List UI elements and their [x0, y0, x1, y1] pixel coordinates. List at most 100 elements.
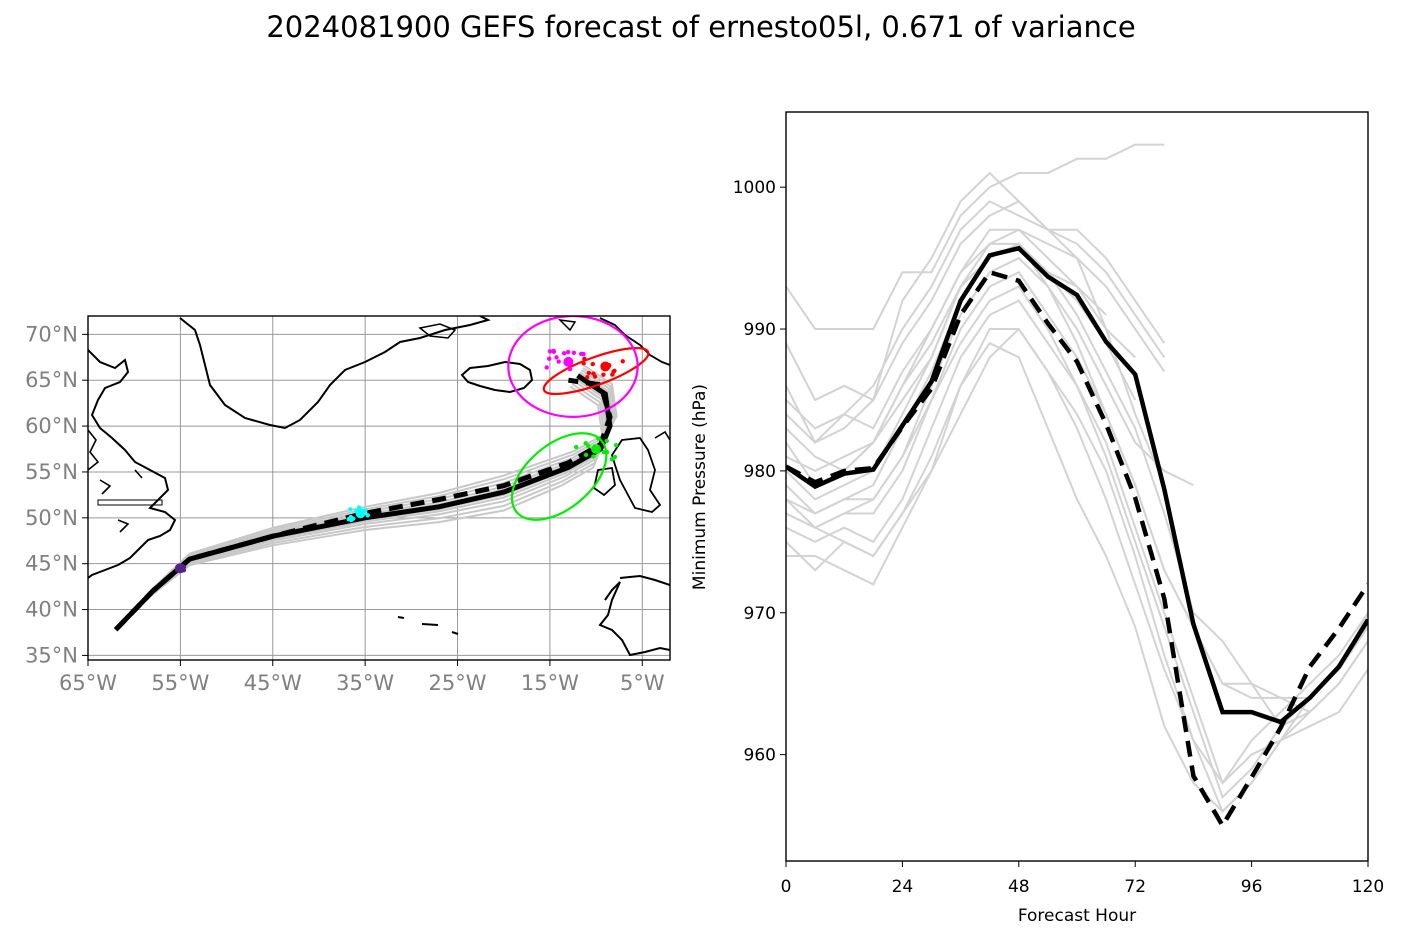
map-member-point	[565, 349, 571, 355]
map-member-point	[571, 350, 577, 355]
map-member-point	[586, 370, 592, 376]
pressure-x-ticks: 0 24 48 72 96 120	[781, 861, 1384, 897]
coast-british-isles	[592, 437, 662, 513]
map-ytick-label: 60°N	[25, 414, 78, 438]
pressure-xtick-label: 0	[781, 877, 792, 897]
map-member-point	[544, 365, 549, 370]
pressure-ytick-label: 970	[744, 604, 776, 624]
map-member-point	[596, 436, 601, 441]
map-ytick-label: 55°N	[25, 460, 78, 484]
coast-norway	[599, 317, 670, 366]
map-member-point	[604, 438, 609, 444]
pressure-ytick-label: 960	[744, 746, 776, 766]
map-member-point	[620, 359, 625, 364]
map-ensemble-track	[114, 376, 610, 631]
pressure-ensemble-line	[786, 242, 1107, 473]
map-forecast-points	[174, 348, 625, 574]
map-frame	[87, 315, 671, 661]
pressure-ensemble-line	[786, 327, 1368, 785]
map-member-point	[346, 516, 351, 522]
map-uncertainty-ellipses	[507, 316, 650, 521]
map-xtick-label: 25°W	[429, 671, 487, 695]
map-member-point	[582, 356, 587, 362]
map-ensemble-track	[114, 380, 608, 631]
map-member-point	[613, 442, 619, 448]
pressure-xtick-label: 120	[1352, 877, 1384, 897]
pressure-ensemble-line	[786, 299, 1368, 785]
map-ellipse	[542, 346, 650, 396]
coast-azores	[397, 616, 459, 635]
figure-title: 2024081900 GEFS forecast of ernesto05l, …	[266, 10, 1136, 44]
map-member-point	[583, 452, 589, 458]
coast-greenland	[179, 316, 491, 430]
map-member-point	[591, 371, 596, 376]
map-member-point	[601, 372, 606, 377]
map-mean-point	[355, 508, 366, 519]
map-ytick-label: 70°N	[25, 322, 78, 346]
pressure-xtick-label: 96	[1241, 877, 1263, 897]
map-longitude-ticks: 65°W 55°W 45°W 35°W 25°W 15°W 5°W	[59, 660, 665, 695]
map-member-point	[554, 355, 559, 360]
map-member-point	[567, 366, 573, 372]
map-member-point	[573, 444, 579, 450]
pressure-ensemble-line	[786, 242, 1368, 728]
map-ensemble-track	[114, 364, 618, 631]
map-member-point	[585, 375, 590, 380]
map-member-point	[612, 454, 618, 460]
map-member-point	[561, 351, 567, 356]
map-gridlines	[87, 316, 670, 660]
pressure-ytick-label: 980	[744, 462, 776, 482]
map-xtick-label: 65°W	[59, 671, 117, 695]
map-member-point	[612, 368, 617, 374]
lake-outline	[97, 499, 163, 506]
map-xtick-label: 55°W	[151, 671, 209, 695]
map-ytick-label: 65°N	[25, 368, 78, 392]
map-member-point	[610, 372, 615, 377]
coast-iceland	[460, 360, 534, 394]
coast-labrador-islands	[88, 429, 143, 533]
map-mean-point	[563, 356, 574, 367]
map-mean-track	[113, 373, 613, 632]
coast-iberia	[598, 574, 670, 657]
pressure-xtick-label: 48	[1008, 877, 1030, 897]
pressure-main-lines	[786, 245, 1368, 830]
map-member-point	[581, 361, 586, 366]
map-ytick-label: 45°N	[25, 552, 78, 576]
coast-north-america	[88, 349, 177, 579]
pressure-dashed-line	[786, 269, 1368, 830]
pressure-ensemble-line	[786, 143, 1165, 330]
pressure-x-axis-label: Forecast Hour	[1018, 906, 1136, 926]
map-ensemble-track	[114, 371, 614, 631]
map-member-point	[556, 359, 561, 364]
pressure-y-axis-label: Minimum Pressure (hPa)	[690, 384, 710, 590]
pressure-ensemble-line	[786, 271, 1368, 714]
pressure-ytick-label: 1000	[733, 178, 776, 198]
map-ytick-label: 35°N	[25, 643, 78, 667]
map-mean-point	[600, 361, 611, 372]
map-xtick-label: 35°W	[336, 671, 394, 695]
pressure-ensemble-line	[786, 242, 1368, 699]
map-main-tracks	[113, 373, 613, 632]
pressure-ensemble-line	[786, 200, 1166, 444]
map-latitude-ticks: 70°N 65°N 60°N 55°N 50°N 45°N 40°N 35°N	[25, 322, 88, 667]
pressure-ensemble-line	[786, 171, 1166, 486]
map-member-point	[578, 351, 584, 357]
coast-north-sea	[654, 430, 670, 441]
map-xtick-label: 5°W	[620, 671, 665, 695]
map-ellipse	[507, 316, 639, 418]
map-dashed-track	[113, 377, 613, 632]
pressure-xtick-label: 72	[1124, 877, 1146, 897]
map-coastlines	[88, 316, 670, 657]
map-member-point	[609, 457, 615, 462]
map-xtick-label: 15°W	[521, 671, 579, 695]
map-xtick-label: 45°W	[244, 671, 302, 695]
map-member-point	[586, 443, 591, 449]
map-ensemble-track	[114, 373, 613, 631]
pressure-ensemble-line	[786, 256, 1194, 529]
map-member-point	[547, 356, 552, 361]
pressure-ensemble-lines	[786, 143, 1368, 814]
map-member-point	[551, 348, 556, 354]
pressure-xtick-label: 24	[892, 877, 914, 897]
map-ensemble-tracks	[114, 364, 618, 631]
